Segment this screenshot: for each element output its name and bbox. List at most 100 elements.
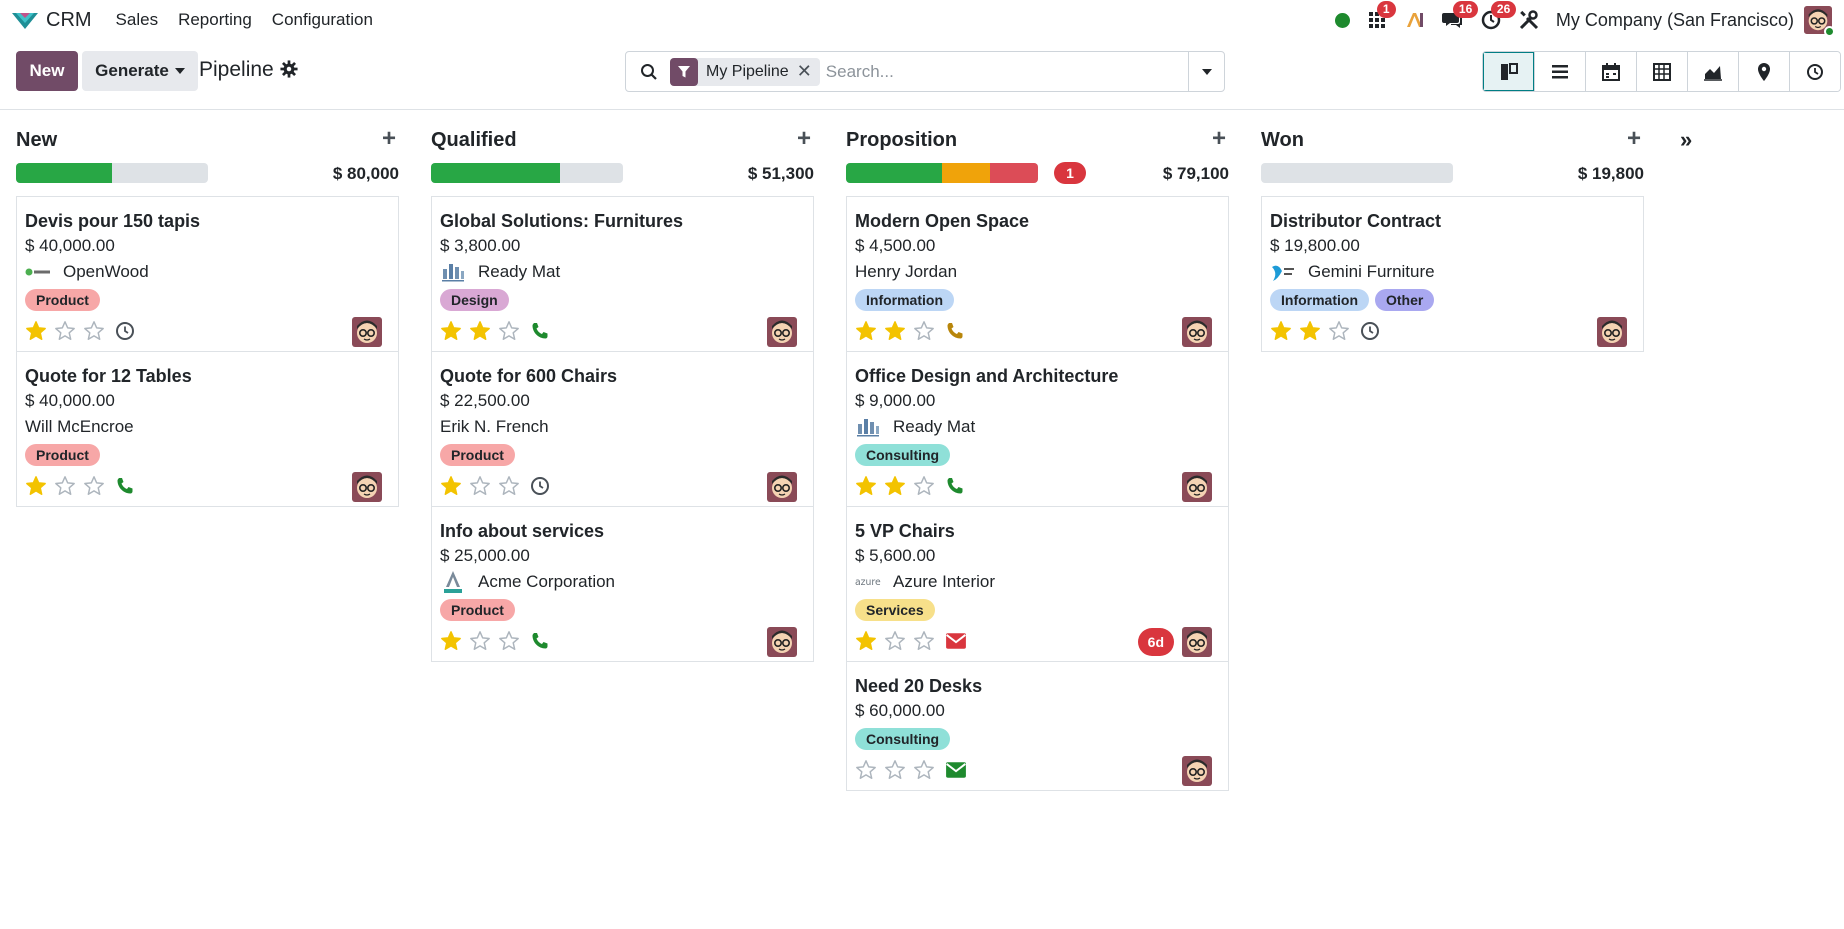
star-empty-icon[interactable] — [913, 630, 935, 652]
opportunity-card[interactable]: Global Solutions: Furnitures $ 3,800.00 Re… — [432, 197, 813, 351]
phone-icon[interactable] — [945, 321, 965, 341]
phone-icon[interactable] — [530, 631, 550, 651]
star-filled-icon[interactable] — [440, 320, 462, 342]
gear-icon[interactable] — [280, 60, 298, 78]
star-filled-icon[interactable] — [25, 475, 47, 497]
graph-view-button[interactable] — [1687, 52, 1738, 91]
salesperson-avatar[interactable] — [767, 472, 797, 502]
ai-button[interactable] — [1400, 5, 1430, 35]
column-progress-bar[interactable] — [16, 163, 208, 183]
voip-calls-button[interactable]: 1 — [1362, 1, 1396, 35]
opportunity-card[interactable]: Office Design and Architecture $ 9,000.00… — [847, 351, 1228, 506]
star-filled-icon[interactable] — [884, 320, 906, 342]
salesperson-avatar[interactable] — [1182, 317, 1212, 347]
star-filled-icon[interactable] — [25, 320, 47, 342]
star-empty-icon[interactable] — [498, 630, 520, 652]
search-options-toggle[interactable] — [1188, 52, 1224, 91]
salesperson-avatar[interactable] — [767, 627, 797, 657]
phone-icon[interactable] — [945, 476, 965, 496]
debug-tools-button[interactable] — [1514, 5, 1544, 35]
star-filled-icon[interactable] — [884, 475, 906, 497]
column-title[interactable]: Qualified — [431, 129, 517, 151]
star-empty-icon[interactable] — [469, 630, 491, 652]
clock-icon[interactable] — [530, 476, 550, 496]
fold-columns-icon[interactable]: » — [1680, 127, 1693, 152]
activities-button[interactable]: 26 — [1476, 1, 1517, 35]
opportunity-card[interactable]: 5 VP Chairs $ 5,600.00 azure Azure Interior… — [847, 506, 1228, 661]
opportunity-card[interactable]: Need 20 Desks $ 60,000.00 Consulting — [847, 661, 1228, 790]
column-progress-bar[interactable] — [431, 163, 623, 183]
app-brand[interactable]: CRM — [12, 9, 92, 32]
opportunity-card[interactable]: Quote for 600 Chairs $ 22,500.00 Erik N. F… — [432, 351, 813, 506]
clock-icon[interactable] — [115, 321, 135, 341]
pivot-view-button[interactable] — [1636, 52, 1687, 91]
column-count-badge[interactable]: 1 — [1054, 162, 1086, 184]
messages-button[interactable]: 16 — [1438, 1, 1479, 35]
menu-sales[interactable]: Sales — [115, 10, 159, 29]
star-filled-icon[interactable] — [1270, 320, 1292, 342]
salesperson-avatar[interactable] — [1597, 317, 1627, 347]
salesperson-avatar[interactable] — [352, 317, 382, 347]
star-empty-icon[interactable] — [54, 475, 76, 497]
star-filled-icon[interactable] — [1299, 320, 1321, 342]
progress-segment-green[interactable] — [431, 163, 560, 183]
column-title[interactable]: Won — [1261, 129, 1304, 151]
quick-create-plus-icon[interactable]: + — [1211, 125, 1226, 152]
salesperson-avatar[interactable] — [1182, 756, 1212, 786]
menu-configuration[interactable]: Configuration — [271, 10, 373, 29]
star-filled-icon[interactable] — [440, 630, 462, 652]
star-empty-icon[interactable] — [884, 759, 906, 781]
opportunity-card[interactable]: Info about services $ 25,000.00 Acme Corpo… — [432, 506, 813, 661]
salesperson-avatar[interactable] — [767, 317, 797, 347]
salesperson-avatar[interactable] — [1182, 472, 1212, 502]
quick-create-plus-icon[interactable]: + — [381, 125, 396, 152]
star-filled-icon[interactable] — [855, 320, 877, 342]
star-filled-icon[interactable] — [440, 475, 462, 497]
list-view-button[interactable] — [1534, 52, 1585, 91]
progress-segment-green[interactable] — [846, 163, 942, 183]
star-empty-icon[interactable] — [1328, 320, 1350, 342]
column-title[interactable]: Proposition — [846, 129, 958, 151]
opportunity-card[interactable]: Distributor Contract $ 19,800.00 Gemini Fu… — [1262, 197, 1643, 351]
user-avatar[interactable] — [1804, 6, 1835, 37]
activity-view-button[interactable] — [1789, 52, 1840, 91]
star-empty-icon[interactable] — [83, 475, 105, 497]
close-icon[interactable]: ✕ — [796, 61, 812, 81]
calendar-view-button[interactable] — [1585, 52, 1636, 91]
envelope-icon[interactable] — [945, 630, 967, 652]
star-empty-icon[interactable] — [913, 475, 935, 497]
star-empty-icon[interactable] — [855, 759, 877, 781]
company-switcher[interactable]: My Company (San Francisco) — [1555, 9, 1794, 30]
star-empty-icon[interactable] — [498, 320, 520, 342]
menu-reporting[interactable]: Reporting — [178, 10, 252, 29]
quick-create-plus-icon[interactable]: + — [796, 125, 811, 152]
clock-icon[interactable] — [1360, 321, 1380, 341]
generate-dropdown-button[interactable]: Generate — [82, 51, 198, 91]
search-input[interactable] — [825, 61, 1166, 82]
star-empty-icon[interactable] — [54, 320, 76, 342]
star-filled-icon[interactable] — [855, 475, 877, 497]
phone-icon[interactable] — [115, 476, 135, 496]
kanban-view-button[interactable] — [1483, 52, 1534, 91]
column-progress-bar[interactable] — [846, 163, 1038, 183]
star-empty-icon[interactable] — [498, 475, 520, 497]
phone-icon[interactable] — [530, 321, 550, 341]
star-empty-icon[interactable] — [884, 630, 906, 652]
column-title[interactable]: New — [16, 129, 58, 151]
salesperson-avatar[interactable] — [352, 472, 382, 502]
star-filled-icon[interactable] — [855, 630, 877, 652]
star-empty-icon[interactable] — [469, 475, 491, 497]
progress-segment-orange[interactable] — [942, 163, 990, 183]
presence-status-icon[interactable] — [1334, 12, 1350, 28]
progress-segment-red[interactable] — [990, 163, 1038, 183]
column-progress-bar[interactable] — [1261, 163, 1453, 183]
salesperson-avatar[interactable] — [1182, 627, 1212, 657]
new-button[interactable]: New — [16, 51, 78, 91]
opportunity-card[interactable]: Modern Open Space $ 4,500.00 Henry Jordan I… — [847, 197, 1228, 351]
progress-segment-green[interactable] — [16, 163, 112, 183]
star-filled-icon[interactable] — [469, 320, 491, 342]
quick-create-plus-icon[interactable]: + — [1626, 125, 1641, 152]
star-empty-icon[interactable] — [913, 759, 935, 781]
envelope-icon[interactable] — [945, 759, 967, 781]
opportunity-card[interactable]: Quote for 12 Tables $ 40,000.00 Will McEnc… — [17, 351, 398, 506]
